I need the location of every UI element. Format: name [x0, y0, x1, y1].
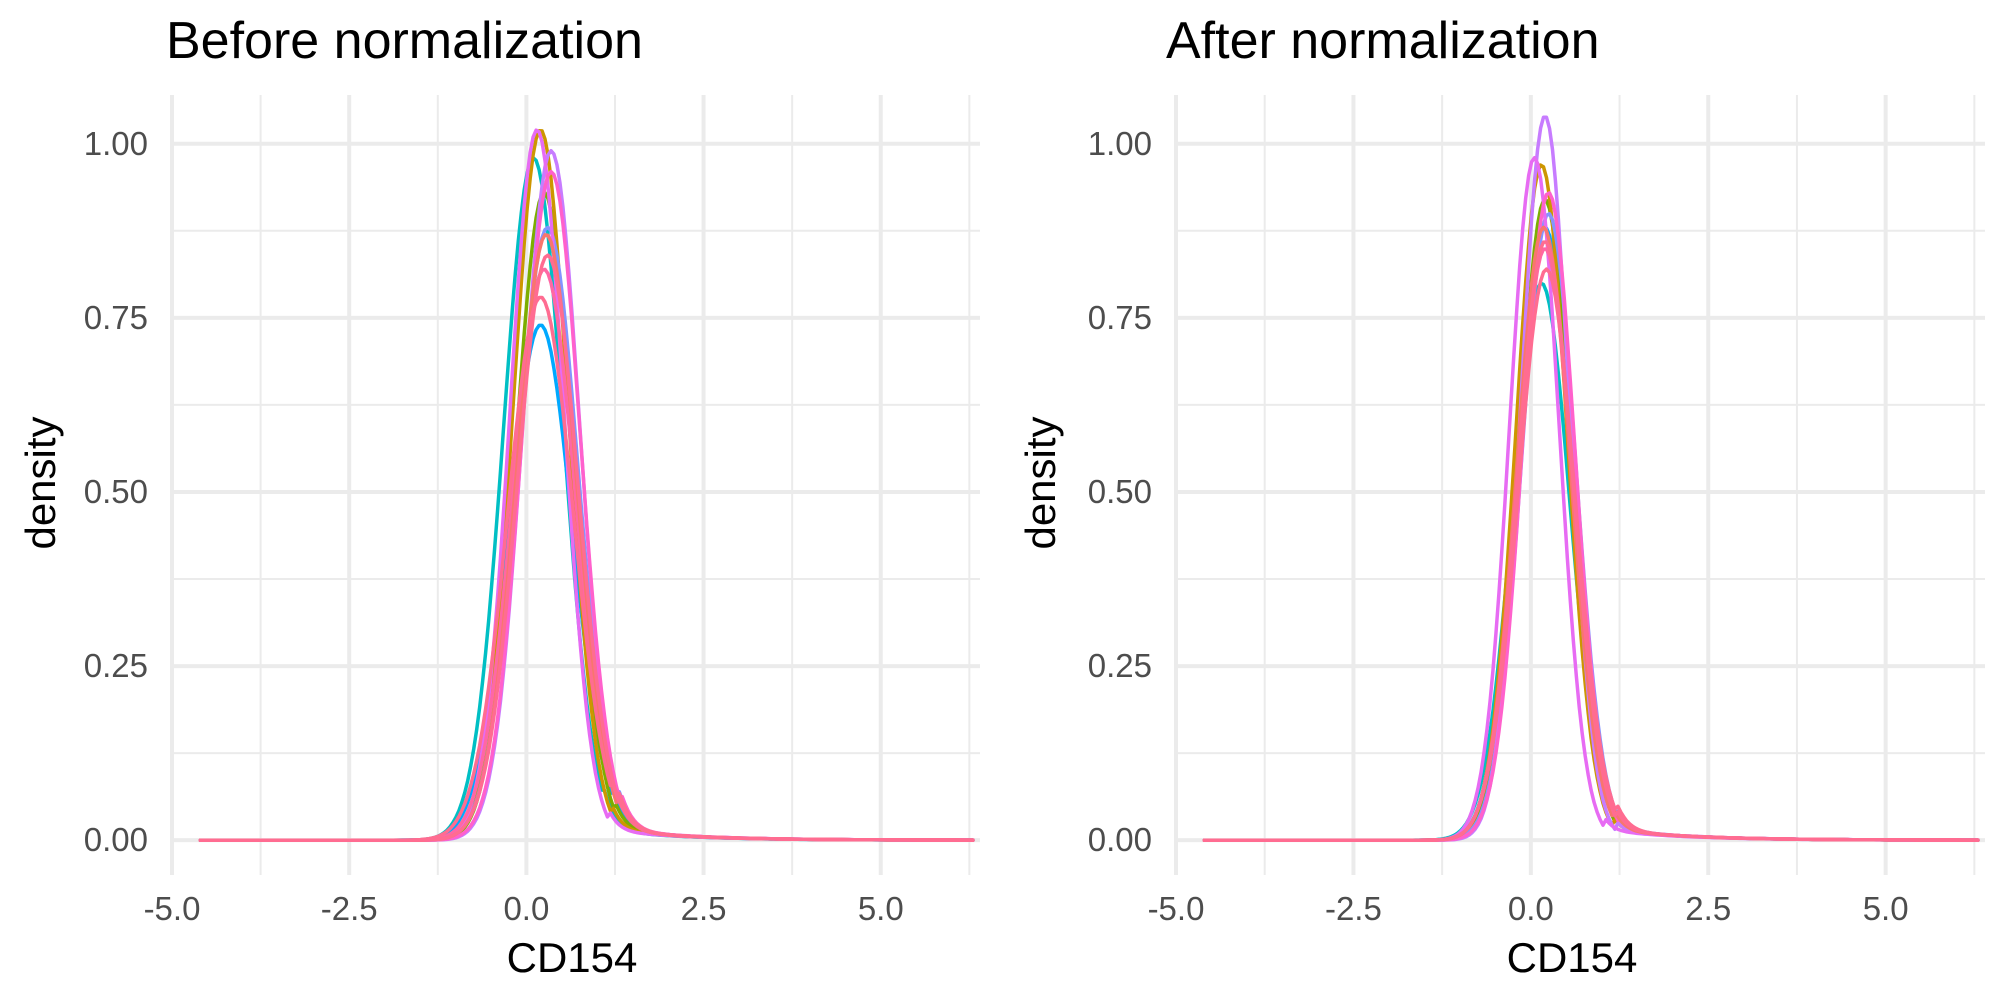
y-tick-label: 0.75	[1088, 299, 1152, 336]
y-tick-label: 1.00	[84, 125, 148, 162]
y-tick-label: 0.00	[84, 821, 148, 858]
density-curve	[198, 169, 975, 842]
x-axis-title: CD154	[1507, 934, 1638, 981]
y-tick-label: 0.75	[84, 299, 148, 336]
panel-title: After normalization	[1166, 12, 1600, 70]
x-tick-label: 2.5	[681, 890, 727, 927]
density-curve	[1202, 247, 1980, 842]
y-tick-label: 1.00	[1088, 125, 1152, 162]
y-tick-label: 0.25	[1088, 647, 1152, 684]
y-tick-label: 0.25	[84, 647, 148, 684]
y-axis-title: density	[17, 416, 64, 549]
density-curve	[198, 253, 975, 842]
panel-after-normalization: After normalization CD154 density -5.0 -2…	[1017, 12, 1985, 981]
x-tick-label: -5.0	[1148, 890, 1205, 927]
density-curve	[1202, 115, 1980, 842]
density-curve	[198, 148, 975, 842]
x-tick-label: -2.5	[321, 890, 378, 927]
x-tick-label: 5.0	[1863, 890, 1909, 927]
density-curve	[1202, 240, 1980, 842]
density-curve	[1202, 163, 1980, 842]
x-tick-label: -2.5	[1325, 890, 1382, 927]
x-tick-label: 5.0	[858, 890, 904, 927]
density-curve	[1202, 281, 1980, 842]
y-tick-label: 0.50	[1088, 473, 1152, 510]
y-tick-label: 0.50	[84, 473, 148, 510]
density-curve	[1202, 267, 1980, 842]
panel-before-normalization: Before normalization CD154 density -5.0 -…	[17, 12, 980, 981]
y-axis-title: density	[1017, 416, 1064, 549]
panel-title: Before normalization	[166, 12, 643, 70]
x-tick-label: 0.0	[1508, 890, 1554, 927]
x-axis-title: CD154	[507, 934, 638, 981]
x-tick-label: -5.0	[144, 890, 201, 927]
density-curves	[198, 128, 975, 842]
x-tick-label: 2.5	[1685, 890, 1731, 927]
density-curve	[198, 129, 975, 842]
density-curves	[1202, 115, 1980, 842]
density-curve	[198, 128, 975, 842]
y-tick-label: 0.00	[1088, 821, 1152, 858]
x-tick-label: 0.0	[503, 890, 549, 927]
grid	[1174, 95, 1985, 875]
